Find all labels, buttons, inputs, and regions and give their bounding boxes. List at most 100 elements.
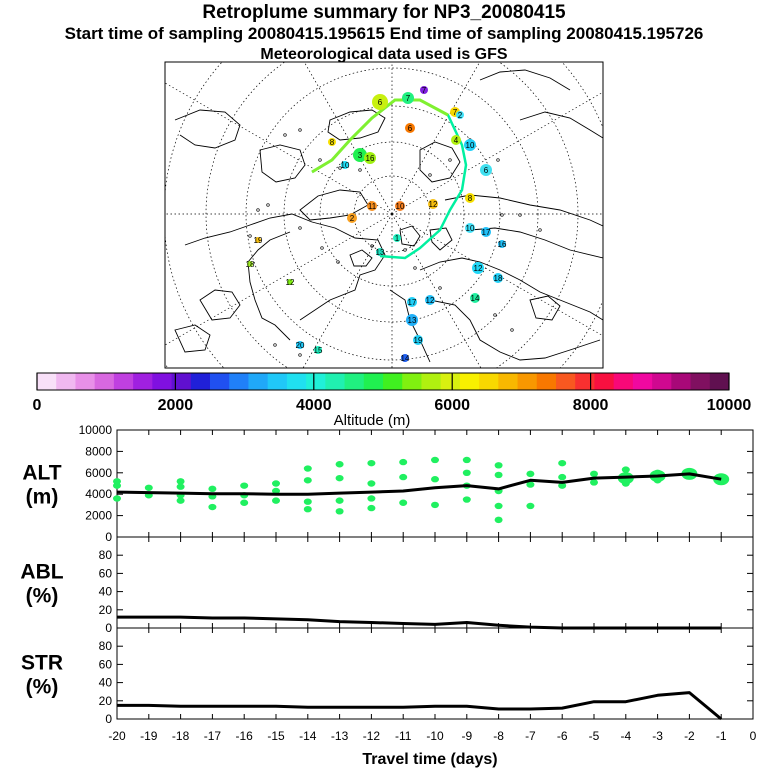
colorbar-swatch xyxy=(556,373,576,390)
x-tick-label: -11 xyxy=(395,729,412,743)
scatter-point xyxy=(713,473,730,486)
colorbar-swatch xyxy=(37,373,57,390)
x-tick-label: -18 xyxy=(172,729,190,743)
colorbar-swatch xyxy=(286,373,307,390)
scatter-point xyxy=(303,505,312,513)
y-tick-label: 2000 xyxy=(85,509,112,523)
scatter-point xyxy=(335,497,344,504)
x-tick-label: -16 xyxy=(236,729,254,743)
scatter-point xyxy=(208,485,217,493)
met-data-line: Meteorological data used is GFS xyxy=(260,46,508,63)
y-tick-label: 80 xyxy=(99,548,113,562)
y-tick-label: 40 xyxy=(99,676,113,690)
colorbar-swatch xyxy=(229,373,249,390)
scatter-point xyxy=(526,470,535,478)
scatter-point xyxy=(462,456,471,464)
colorbar-swatch xyxy=(94,373,115,390)
x-tick-label: -12 xyxy=(363,729,381,743)
y-tick-label: 0 xyxy=(105,712,112,726)
y-tick-label: 0 xyxy=(105,530,112,544)
x-tick-label: 0 xyxy=(750,729,757,743)
panel-frame xyxy=(116,536,754,629)
x-tick-label: -2 xyxy=(684,729,695,743)
colorbar-tick-label: 0 xyxy=(33,397,42,414)
y-tick-label: 6000 xyxy=(85,466,112,480)
series-line xyxy=(117,615,722,630)
scatter-point xyxy=(367,504,376,512)
scatter-point xyxy=(558,459,567,467)
colorbar-swatch xyxy=(56,373,76,390)
scatter-point xyxy=(494,502,503,510)
y-tick-label: 80 xyxy=(99,639,113,653)
colorbar-swatch xyxy=(190,373,211,390)
colorbar-swatch xyxy=(383,373,403,390)
scatter-point xyxy=(526,481,535,488)
y-tick-label: 0 xyxy=(105,621,112,635)
scatter-point xyxy=(367,495,376,502)
x-tick-label: -20 xyxy=(108,729,126,743)
colorbar-swatch xyxy=(344,373,365,390)
colorbar-swatch xyxy=(613,373,634,390)
scatter-point xyxy=(272,480,280,487)
colorbar-swatch xyxy=(402,373,422,390)
colorbar-swatch xyxy=(306,373,326,390)
scatter-point xyxy=(240,499,249,506)
colorbar-swatch xyxy=(498,373,519,390)
colorbar-swatch xyxy=(440,373,461,390)
colorbar-axis-label: Altitude (m) xyxy=(334,412,411,429)
x-tick-label: -10 xyxy=(426,729,444,743)
colorbar-swatch xyxy=(75,373,96,390)
scatter-point xyxy=(144,484,153,491)
y-axis-label: (%) xyxy=(26,676,59,699)
panel-frame xyxy=(116,429,754,538)
x-tick-label: -7 xyxy=(525,729,536,743)
x-tick-label: -4 xyxy=(620,729,631,743)
scatter-point xyxy=(303,477,312,484)
colorbar-swatch xyxy=(632,373,653,390)
y-tick-label: 20 xyxy=(99,603,113,617)
scatter-point xyxy=(272,497,280,504)
scatter-point xyxy=(431,476,439,483)
x-tick-label: -3 xyxy=(652,729,663,743)
x-tick-label: -14 xyxy=(299,729,317,743)
colorbar-tick-label: 8000 xyxy=(573,397,609,414)
colorbar-swatch xyxy=(248,373,269,390)
colorbar-swatch xyxy=(133,373,153,390)
scatter-point xyxy=(399,499,408,506)
scatter-point xyxy=(367,480,376,487)
scatter-point xyxy=(431,456,439,464)
colorbar-swatch xyxy=(594,373,615,390)
colorbar-swatch xyxy=(479,373,499,390)
y-tick-label: 60 xyxy=(99,566,113,580)
scatter-point xyxy=(367,459,376,467)
y-tick-label: 40 xyxy=(99,585,113,599)
scatter-point xyxy=(494,471,503,479)
scatter-point xyxy=(272,487,280,495)
x-tick-label: -8 xyxy=(493,729,504,743)
colorbar-swatch xyxy=(709,373,730,390)
figure-title: Retroplume summary for NP3_20080415 xyxy=(202,2,566,23)
scatter-point xyxy=(240,482,249,489)
colorbar-swatch xyxy=(152,373,173,390)
scatter-point xyxy=(176,497,185,504)
scatter-point xyxy=(176,478,185,485)
panel-alt: 0 2000 4000 6000 8000 10000 ALT(m) xyxy=(22,423,754,544)
scatter-point xyxy=(431,501,439,509)
x-tick-label: -15 xyxy=(267,729,285,743)
colorbar-tick-label: 10000 xyxy=(707,397,752,414)
colorbar-swatch xyxy=(267,373,288,390)
x-tick-label: -19 xyxy=(140,729,158,743)
colorbar-swatch xyxy=(325,373,346,390)
y-axis-label: (m) xyxy=(26,486,59,509)
scatter-point xyxy=(335,461,344,468)
y-axis-label: ALT xyxy=(22,462,61,485)
colorbar-swatch xyxy=(517,373,538,390)
colorbar-swatch xyxy=(363,373,384,390)
x-tick-label: -1 xyxy=(716,729,727,743)
x-axis-label: Travel time (days) xyxy=(362,751,497,768)
x-tick-label: -5 xyxy=(589,729,600,743)
series-line xyxy=(116,472,722,496)
